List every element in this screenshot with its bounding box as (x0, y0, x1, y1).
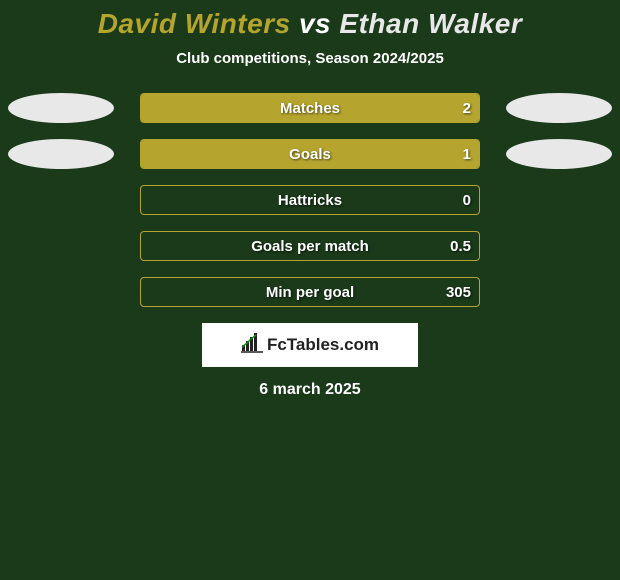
stat-bar: Hattricks0 (140, 185, 480, 215)
left-ellipse (8, 139, 114, 169)
subtitle: Club competitions, Season 2024/2025 (0, 50, 620, 67)
stat-bar: Min per goal305 (140, 277, 480, 307)
player1-name: David Winters (98, 8, 291, 39)
stat-label: Goals per match (141, 232, 479, 260)
stat-row: Goals1 (0, 139, 620, 169)
stat-row: Min per goal305 (0, 277, 620, 307)
vs-text: vs (299, 8, 331, 39)
stat-bar: Matches2 (140, 93, 480, 123)
date-label: 6 march 2025 (0, 381, 620, 399)
stat-label: Min per goal (141, 278, 479, 306)
right-ellipse (506, 93, 612, 123)
stat-row: Hattricks0 (0, 185, 620, 215)
stat-value: 2 (463, 94, 471, 122)
stat-bar: Goals1 (140, 139, 480, 169)
stat-row: Goals per match0.5 (0, 231, 620, 261)
stat-row: Matches2 (0, 93, 620, 123)
right-ellipse (506, 139, 612, 169)
stat-label: Matches (141, 94, 479, 122)
player2-name: Ethan Walker (339, 8, 522, 39)
stat-value: 305 (446, 278, 471, 306)
stat-value: 0 (463, 186, 471, 214)
stat-value: 1 (463, 140, 471, 168)
brand-box: FcTables.com (202, 323, 418, 367)
stat-value: 0.5 (450, 232, 471, 260)
page-title: David Winters vs Ethan Walker (0, 8, 620, 40)
comparison-card: David Winters vs Ethan Walker Club compe… (0, 0, 620, 399)
stat-rows: Matches2Goals1Hattricks0Goals per match0… (0, 93, 620, 307)
bar-chart-icon (241, 333, 263, 358)
stat-label: Hattricks (141, 186, 479, 214)
left-ellipse (8, 93, 114, 123)
stat-label: Goals (141, 140, 479, 168)
stat-bar: Goals per match0.5 (140, 231, 480, 261)
brand-text: FcTables.com (267, 335, 379, 355)
